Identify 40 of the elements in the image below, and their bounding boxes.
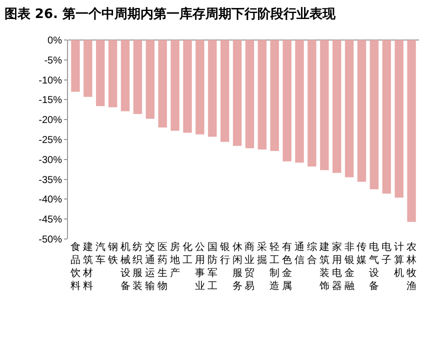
x-tick-label: 综合	[306, 241, 317, 266]
y-tick-label: -20%	[38, 115, 62, 126]
x-tick-label: 农林牧渔	[406, 242, 417, 292]
x-tick-label: 电气设备	[369, 241, 380, 292]
x-tick-label: 传媒	[356, 242, 367, 266]
x-tick-label: 交通运输	[145, 241, 156, 292]
x-tick-label: 化工	[182, 241, 192, 266]
x-tick-label: 食品饮料	[69, 241, 80, 292]
x-tick-label: 钢铁	[106, 242, 118, 266]
x-tick-label: 商业贸易	[244, 241, 255, 292]
y-tick-label: -10%	[38, 75, 62, 86]
x-tick-label: 汽车	[95, 241, 106, 266]
x-tick-label: 计算机	[394, 241, 404, 279]
x-tick-label: 电子	[382, 241, 392, 266]
x-tick-label: 国防军工	[207, 242, 218, 292]
x-tick-label: 休闲服务	[232, 242, 242, 292]
x-tick-label: 有色金属	[282, 241, 292, 292]
chart-title: 图表 26. 第一个中周期内第一库存周期下行阶段行业表现	[4, 6, 336, 22]
y-tick-label: 0%	[48, 36, 62, 46]
x-tick-label: 医药生物	[158, 242, 168, 292]
x-tick-label: 建筑材料	[82, 241, 93, 292]
y-tick-label: -40%	[38, 194, 62, 206]
x-tick-label: 纺织服装	[132, 241, 143, 292]
y-tick-label: -30%	[38, 154, 62, 166]
y-tick-label: -25%	[38, 135, 62, 146]
x-tick-label: 轻工制造	[270, 241, 280, 292]
x-tick-label: 公用事业	[194, 241, 205, 292]
y-tick-label: -5%	[44, 55, 62, 66]
y-tick-label: -15%	[38, 95, 62, 106]
x-tick-label: 通信	[294, 241, 305, 266]
x-tick-label: 建筑装饰	[318, 241, 330, 292]
x-tick-label: 房地产	[169, 241, 180, 279]
x-tick-label: 银行	[218, 242, 230, 266]
x-tick-label: 家用电器	[332, 241, 342, 292]
x-tick-label: 机械设备	[120, 241, 130, 292]
y-tick-label: -35%	[38, 174, 62, 186]
x-tick-label: 非银金融	[343, 241, 354, 292]
y-tick-label: -45%	[38, 214, 62, 226]
y-tick-label: -50%	[38, 234, 62, 246]
x-tick-label: 采掘	[257, 241, 268, 266]
